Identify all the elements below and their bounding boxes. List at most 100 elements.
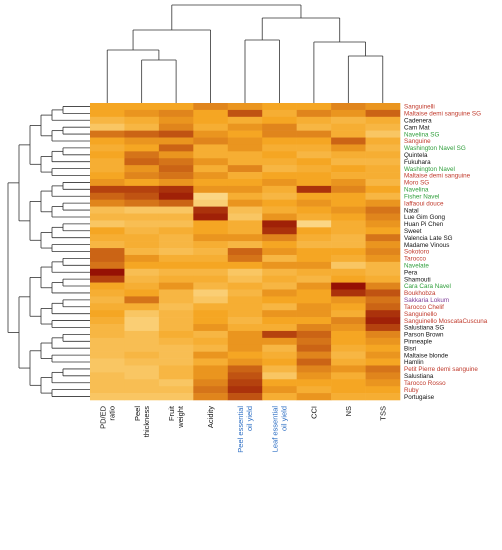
- row-label: Madame Vinous: [404, 242, 449, 249]
- heatmap-cell: [158, 103, 194, 111]
- heatmap-cell: [331, 144, 366, 152]
- heatmap-cell: [124, 116, 160, 125]
- heatmap-cell: [296, 296, 332, 304]
- heatmap-cell: [365, 393, 401, 401]
- heatmap-cell: [90, 268, 125, 276]
- heatmap-cell: [90, 296, 125, 304]
- heatmap-cell: [158, 351, 194, 359]
- row-label: Sweet: [404, 228, 422, 235]
- heatmap-cell: [193, 137, 229, 145]
- row-label: Navelate: [404, 263, 429, 270]
- heatmap-cell: [90, 289, 125, 297]
- heatmap-cell: [296, 358, 332, 366]
- heatmap-cell: [296, 289, 332, 297]
- heatmap-cell: [262, 116, 297, 125]
- heatmap-cell: [262, 275, 297, 283]
- heatmap-cell: [296, 185, 332, 194]
- heatmap-cell: [262, 109, 297, 118]
- heatmap-cell: [365, 351, 401, 359]
- heatmap-cell: [262, 337, 297, 346]
- row-label: Fisher Navel: [404, 193, 439, 200]
- heatmap-cell: [158, 199, 194, 207]
- heatmap-cell: [365, 220, 401, 228]
- column-label: Leaf essentialoil yield: [271, 406, 289, 453]
- heatmap-cell: [365, 379, 401, 387]
- heatmap-cell: [262, 178, 297, 187]
- heatmap-cell: [296, 234, 332, 242]
- heatmap-cell: [193, 192, 229, 200]
- heatmap-cell: [296, 116, 332, 125]
- heatmap-cell: [296, 275, 332, 283]
- heatmap-cell: [296, 248, 332, 256]
- heatmap-cell: [193, 379, 229, 387]
- heatmap-cell: [365, 254, 401, 263]
- heatmap-cell: [124, 372, 160, 380]
- row-label: Sanguine: [404, 138, 431, 145]
- heatmap-cell: [296, 324, 332, 332]
- heatmap-cell: [331, 199, 366, 207]
- heatmap-cell: [193, 393, 229, 401]
- heatmap-cell: [262, 379, 297, 387]
- heatmap-cell: [158, 379, 194, 387]
- column-label: PD/EDratio: [98, 405, 116, 429]
- column-dendrogram: [106, 4, 384, 103]
- heatmap-cell: [365, 365, 401, 373]
- heatmap-cell: [193, 254, 229, 263]
- heatmap-cell: [124, 144, 160, 152]
- heatmap-cell: [124, 178, 160, 187]
- heatmap-cell: [262, 296, 297, 304]
- heatmap-cell: [331, 234, 366, 242]
- heatmap-cell: [365, 172, 401, 180]
- heatmap-cell: [227, 172, 263, 180]
- heatmap-cell: [262, 351, 297, 359]
- heatmap-cell: [124, 248, 160, 256]
- heatmap-cell: [331, 358, 366, 366]
- heatmap-cell: [158, 344, 194, 352]
- heatmap-cell: [193, 206, 229, 214]
- heatmap-cell: [331, 178, 366, 187]
- heatmap-cell: [227, 206, 263, 214]
- row-label: Salustiana: [404, 373, 434, 380]
- heatmap-cell: [124, 282, 160, 290]
- heatmap-cell: [227, 165, 263, 173]
- heatmap-cell: [158, 165, 194, 173]
- heatmap-cell: [124, 365, 160, 373]
- heatmap-cell: [227, 158, 263, 166]
- heatmap-cell: [158, 303, 194, 311]
- heatmap-cell: [90, 324, 125, 332]
- heatmap-cell: [158, 172, 194, 180]
- heatmap-cell: [158, 116, 194, 125]
- heatmap-cell: [296, 178, 332, 187]
- row-label: Salustiana SG: [404, 325, 444, 332]
- heatmap-cell: [365, 261, 401, 270]
- heatmap-cell: [193, 372, 229, 380]
- heatmap-cell: [227, 241, 263, 249]
- heatmap-cell: [331, 324, 366, 332]
- heatmap-cell: [262, 192, 297, 200]
- heatmap-cell: [296, 310, 332, 318]
- heatmap-cell: [365, 130, 401, 138]
- row-label: Sanguinelli: [404, 104, 435, 111]
- heatmap-cell: [90, 351, 125, 359]
- heatmap-cell: [365, 358, 401, 366]
- column-label: Peel essentialoil yield: [236, 406, 254, 453]
- heatmap-cell: [158, 109, 194, 118]
- heatmap-cell: [331, 393, 366, 401]
- heatmap-cell: [331, 317, 366, 325]
- heatmap-cell: [193, 303, 229, 311]
- heatmap-cell: [124, 227, 160, 235]
- heatmap-cell: [365, 282, 401, 290]
- heatmap-cell: [124, 337, 160, 346]
- heatmap-cell: [262, 330, 297, 339]
- heatmap-cell: [262, 151, 297, 159]
- heatmap-cell: [124, 172, 160, 180]
- heatmap-cell: [227, 213, 263, 221]
- column-label: Acidity: [206, 406, 215, 428]
- heatmap-cell: [124, 358, 160, 366]
- heatmap-cell: [158, 151, 194, 159]
- heatmap-cell: [158, 220, 194, 228]
- heatmap-cell: [296, 137, 332, 145]
- row-label: Shamouti: [404, 276, 431, 283]
- heatmap-cell: [158, 185, 194, 194]
- heatmap-cell: [365, 310, 401, 318]
